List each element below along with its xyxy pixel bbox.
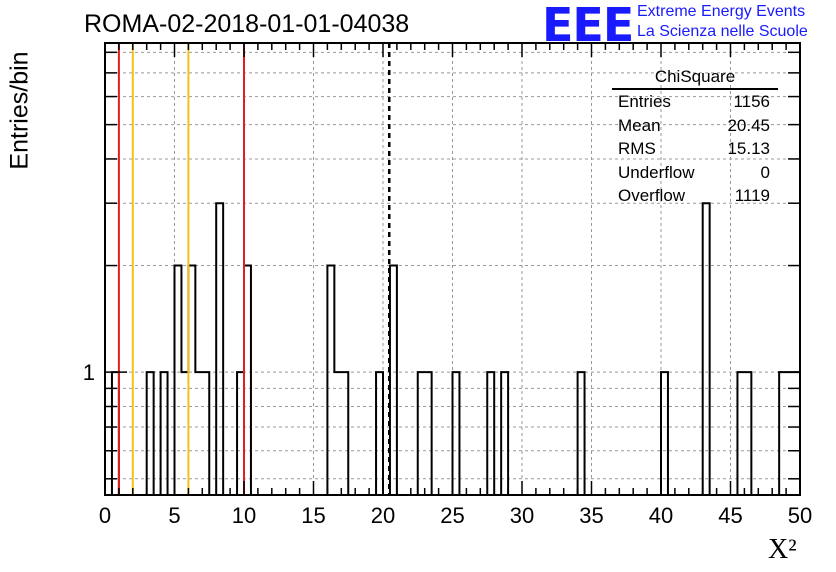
histogram-bin	[779, 372, 786, 495]
histogram-bin	[112, 372, 119, 495]
stats-row: Entries 1156	[612, 90, 778, 114]
histogram-bin	[175, 266, 182, 495]
x-tick-label: 30	[510, 503, 534, 528]
stats-label: Overflow	[618, 186, 686, 205]
x-axis-label: X²	[768, 534, 797, 565]
histogram-bin	[188, 266, 195, 495]
stats-row: Mean 20.45	[612, 114, 778, 138]
marker-lines	[117, 43, 391, 495]
histogram-bin	[376, 372, 383, 495]
histogram-bin	[390, 266, 397, 495]
histogram-bin	[487, 372, 494, 495]
stats-label: Mean	[618, 115, 661, 135]
histogram-bin	[147, 372, 154, 495]
x-tick-label: 0	[99, 503, 111, 528]
histogram-bin	[244, 266, 251, 495]
x-tick-label: 45	[718, 503, 742, 528]
histogram-bin	[341, 372, 348, 495]
stats-label: RMS	[618, 139, 656, 158]
x-tick-label: 40	[649, 503, 673, 528]
x-tick-label: 10	[232, 503, 256, 528]
x-tick-label: 15	[301, 503, 325, 528]
logo-line-1: Extreme Energy Events	[637, 3, 806, 20]
histogram-bin	[418, 372, 425, 495]
stats-value: 1119	[734, 186, 770, 205]
histogram-bin	[181, 372, 188, 495]
y-tick-label: 1	[83, 360, 95, 385]
stats-box: ChiSquare Entries 1156 Mean 20.45 RMS 15.13 Un…	[612, 66, 778, 208]
histogram-bin	[501, 372, 508, 495]
stats-title: ChiSquare	[612, 66, 778, 90]
stats-label: Underflow	[618, 162, 695, 182]
stats-label: Entries	[618, 92, 671, 111]
stats-value: 15.13	[727, 139, 770, 158]
histogram-bin	[334, 372, 341, 495]
stats-row: RMS 15.13	[612, 137, 778, 161]
histogram-bin	[793, 372, 800, 495]
x-tick-label: 35	[579, 503, 603, 528]
histogram-bin	[737, 372, 744, 495]
chart-title: ROMA-02-2018-01-01-04038	[84, 10, 410, 38]
stats-value: 0	[760, 162, 770, 182]
histogram-bin	[202, 372, 209, 495]
logo-line-2: La Scienza nelle Scuole	[637, 23, 808, 40]
stats-row: Underflow 0	[612, 161, 778, 185]
x-tick-label: 50	[788, 503, 812, 528]
histogram-bin	[425, 372, 432, 495]
histogram-bin	[786, 372, 793, 495]
stats-value: 20.45	[727, 115, 770, 135]
histogram-bin	[578, 372, 585, 495]
histogram-bin	[161, 372, 168, 495]
histogram-bin	[327, 266, 334, 495]
stats-row: Overflow 1119	[612, 184, 778, 208]
stats-value: 1156	[733, 92, 770, 111]
histogram-bin	[661, 372, 668, 495]
histogram-bin	[453, 372, 460, 495]
x-tick-label: 5	[168, 503, 180, 528]
histogram-bin	[195, 372, 202, 495]
histogram-bin	[744, 372, 751, 495]
axis-ticks: 0 5 10 15 20 25 30 35 40 45 50 1	[83, 43, 812, 528]
x-tick-label: 25	[440, 503, 464, 528]
histogram-bin	[237, 372, 244, 495]
x-tick-label: 20	[371, 503, 395, 528]
